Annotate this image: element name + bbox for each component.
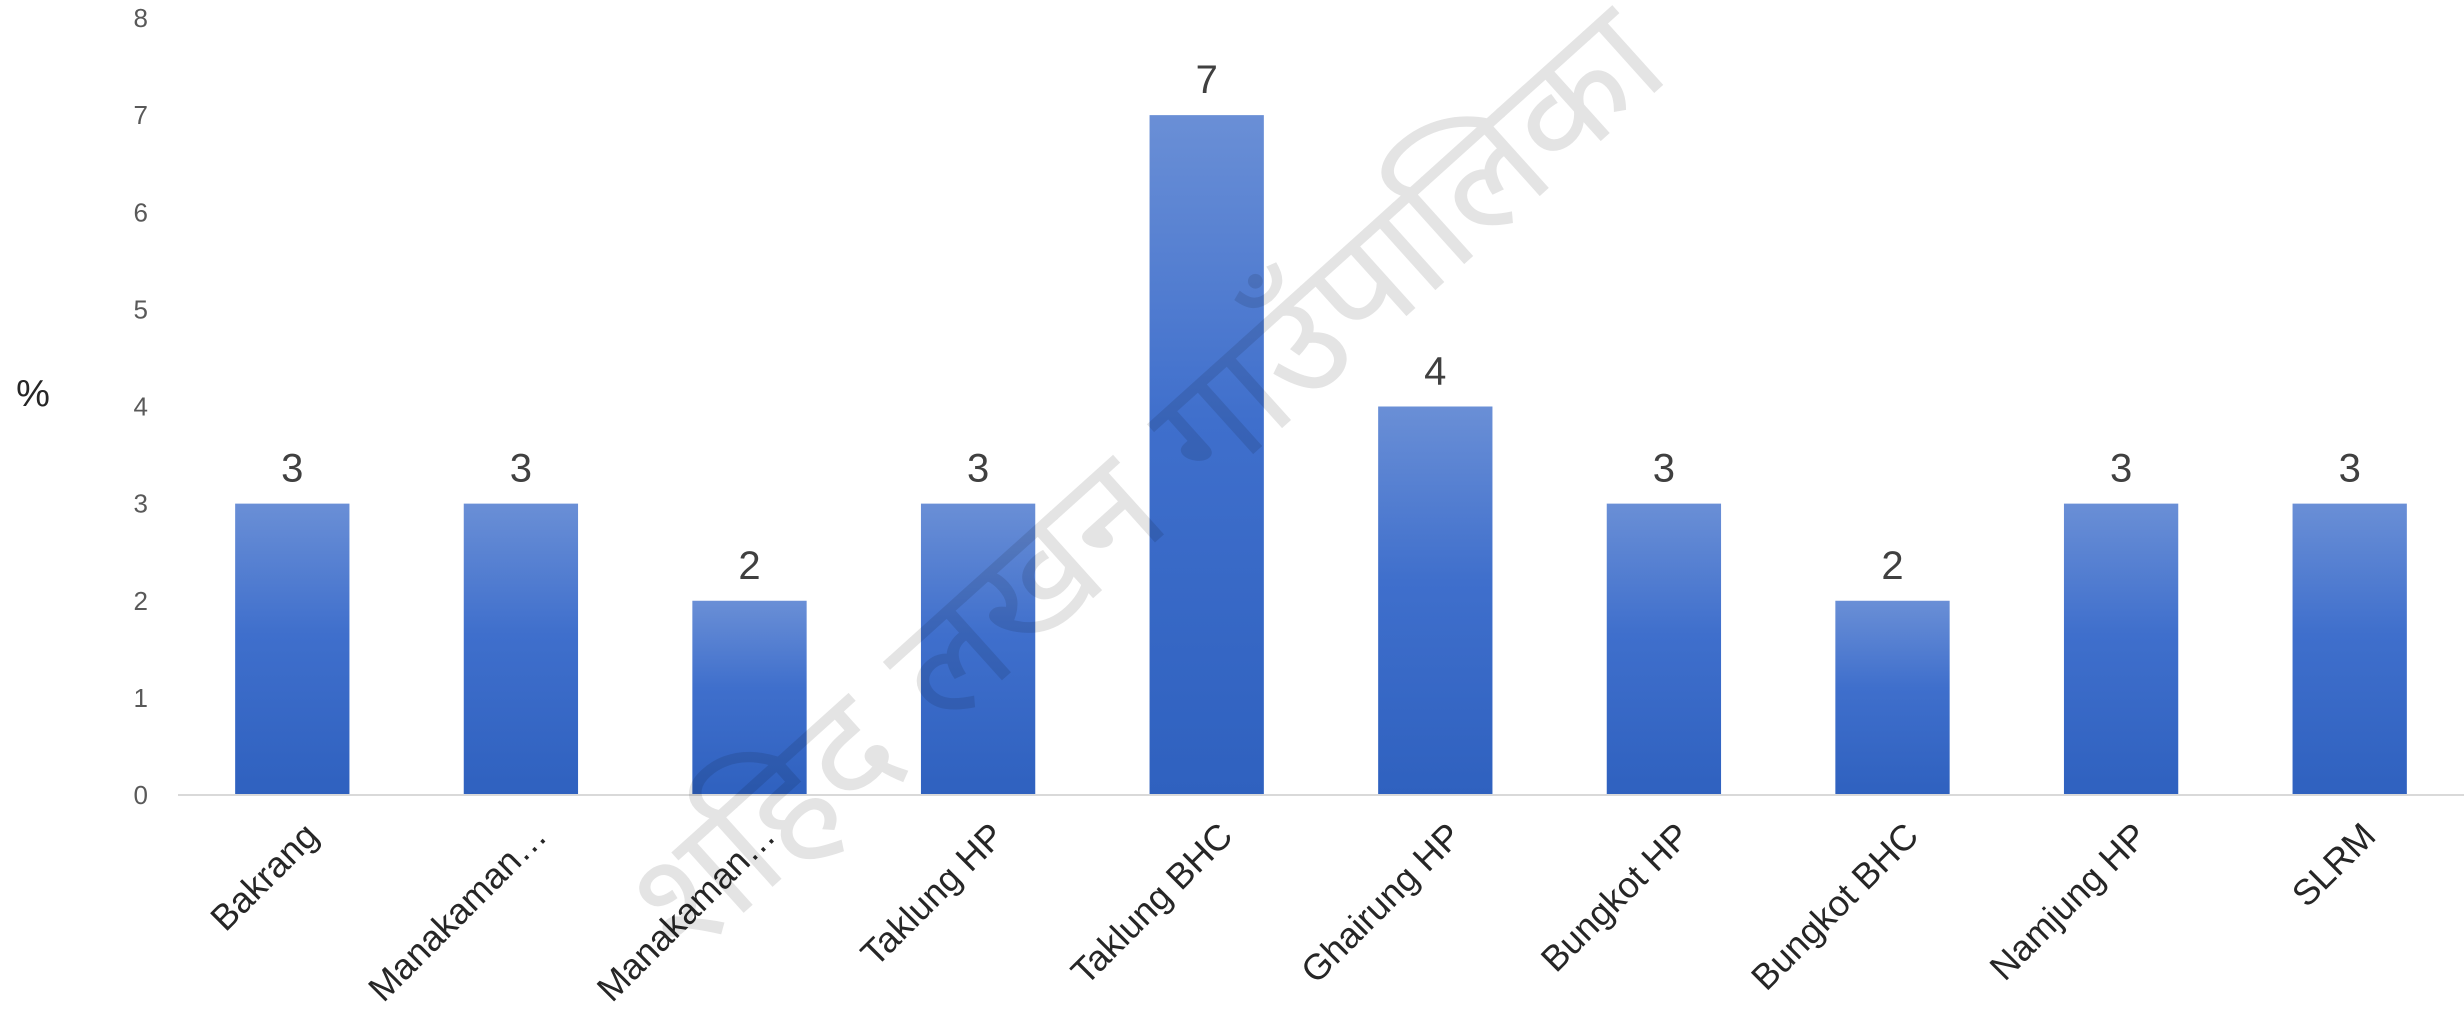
bar: [1149, 115, 1264, 795]
bar: [463, 503, 579, 795]
data-label: 7: [1196, 58, 1218, 102]
y-tick-label: 8: [134, 3, 148, 33]
data-label: 4: [1424, 350, 1446, 394]
category-label: Manakaman…: [360, 815, 555, 1009]
bar: [920, 503, 1036, 795]
bar: [2063, 503, 2179, 795]
y-axis-label: %: [16, 373, 50, 415]
data-label: 3: [281, 447, 303, 491]
bar: [692, 600, 807, 795]
data-label: 3: [510, 447, 532, 491]
category-label: Bungkot HP: [1533, 815, 1698, 980]
data-label: 3: [2110, 447, 2132, 491]
category-label: Taklung BHC: [1063, 815, 1241, 993]
bar: [2292, 503, 2407, 795]
data-labels: 3 3 2 3 7 4 3 2 3 3: [281, 58, 2361, 588]
y-tick-label: 5: [134, 294, 148, 324]
data-label: 3: [967, 447, 989, 491]
data-label: 2: [738, 544, 760, 588]
category-label: Bungkot BHC: [1743, 815, 1926, 998]
y-tick-label: 2: [134, 586, 148, 616]
bar: [1606, 503, 1722, 795]
y-tick-label: 0: [134, 780, 148, 810]
category-label: Namjung HP: [1981, 815, 2154, 988]
watermark-text: शहिद लखन गाउँपालिका: [594, 0, 1698, 991]
y-tick-label: 3: [134, 489, 148, 519]
y-tick-label: 6: [134, 197, 148, 227]
bar: [1378, 406, 1493, 795]
data-label: 3: [2339, 447, 2361, 491]
y-tick-label: 1: [134, 683, 148, 713]
category-label: Ghairung HP: [1293, 815, 1469, 991]
y-axis-ticks: 0 1 2 3 4 5 6 7 8: [134, 3, 148, 810]
data-label: 3: [1653, 447, 1675, 491]
category-labels: Bakrang Manakaman… Manakaman… Taklung HP Tak…: [202, 815, 2383, 1009]
y-tick-label: 4: [134, 392, 148, 422]
y-tick-label: 7: [134, 100, 148, 130]
category-label: SLRM: [2284, 815, 2384, 915]
category-label: Bakrang: [202, 815, 326, 939]
bar: [235, 503, 350, 795]
bar: [1835, 600, 1950, 795]
bars: [235, 115, 2407, 795]
data-label: 2: [1881, 544, 1903, 588]
